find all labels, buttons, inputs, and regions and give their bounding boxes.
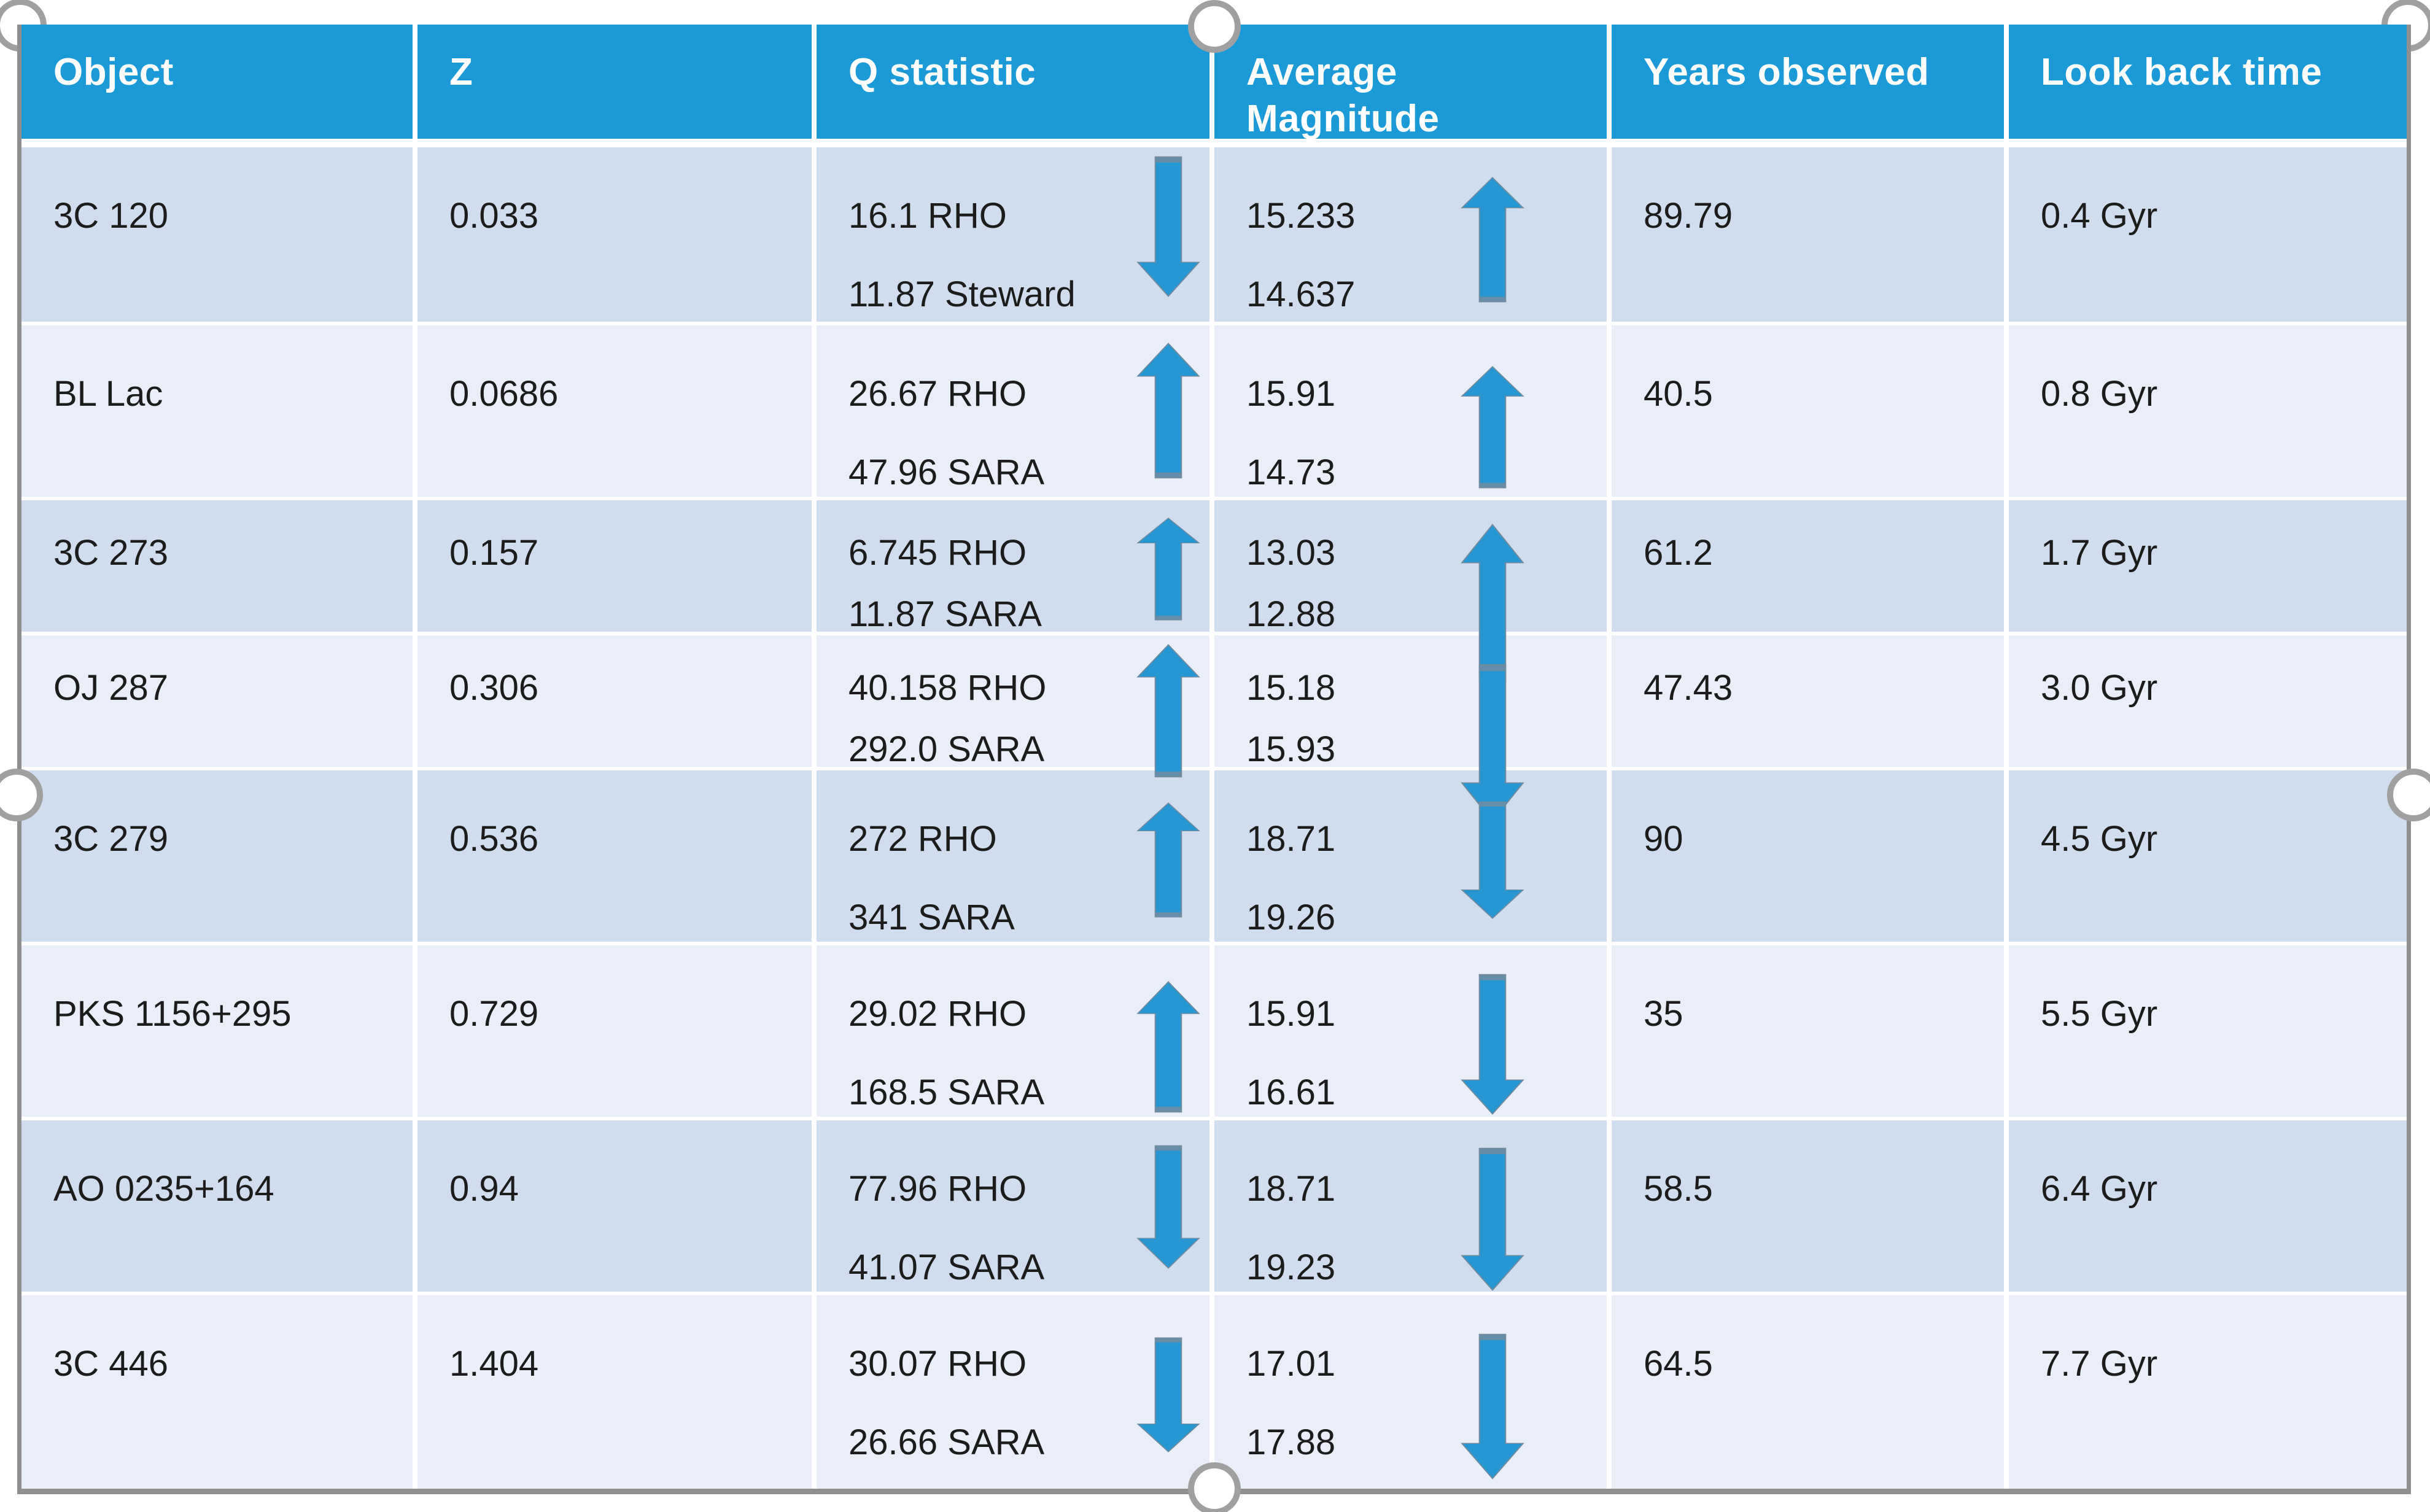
z-cell: 0.0686 [417,325,817,512]
look-back-time-cell: 1.7 Gyr [2041,533,2158,573]
avg-magnitude-cell: 15.18 15.93 [1214,635,1612,822]
resize-handle-bottom-center[interactable] [1188,1462,1241,1512]
resize-handle-right-middle[interactable] [2387,769,2430,821]
years-observed-cell: 47.43 [1612,635,2009,780]
down-arrow-icon [1461,974,1524,1115]
years-observed-cell: 58.5 [1612,1120,2009,1307]
z-cell: 0.306 [417,635,817,780]
object-cell: 3C 279 [21,770,417,957]
avg-magnitude-cell: 15.91 14.73 [1214,325,1612,512]
down-arrow-icon [1136,156,1200,297]
look-back-time-cell: 0.8 Gyr [2041,374,2158,414]
up-arrow-icon [1461,177,1524,303]
q-statistic-cell: 272 RHO 341 SARA [817,770,1214,957]
table-row: AO 0235+164 0.94 77.96 RHO 41.07 SARA 18.… [21,1120,2407,1307]
column-header-avg-magnitude: Average Magnitude [1214,25,1612,142]
z-cell: 0.729 [417,945,817,1132]
down-arrow-icon [1461,1147,1524,1291]
object-cell: PKS 1156+295 [21,945,417,1132]
years-observed-cell: 61.2 [1612,500,2009,645]
object-cell: AO 0235+164 [21,1120,417,1307]
table-row: BL Lac 0.0686 26.67 RHO 47.96 SARA 15.91 1… [21,325,2407,512]
avg-magnitude-cell: 18.71 19.23 [1214,1120,1612,1307]
object-cell: BL Lac [21,325,417,512]
column-header-z: Z [417,25,817,142]
q-statistic-cell: 77.96 RHO 41.07 SARA [817,1120,1214,1307]
up-arrow-icon [1136,802,1200,918]
look-back-time-cell: 6.4 Gyr [2041,1169,2158,1209]
up-arrow-icon [1136,644,1200,778]
z-cell: 0.536 [417,770,817,957]
down-arrow-icon [1461,801,1524,919]
column-header-object: Object [21,25,417,142]
q-statistic-cell: 6.745 RHO 11.87 SARA [817,500,1214,645]
q-statistic-cell: 30.07 RHO 26.66 SARA [817,1295,1214,1489]
avg-magnitude-cell: 15.91 16.61 [1214,945,1612,1132]
table-row: 3C 279 0.536 272 RHO 341 SARA 18.71 19.26 … [21,770,2407,957]
object-cell: 3C 446 [21,1295,417,1489]
z-cell: 0.94 [417,1120,817,1307]
look-back-time-cell: 3.0 Gyr [2041,668,2158,708]
years-observed-cell: 40.5 [1612,325,2009,512]
down-arrow-icon [1136,1145,1200,1269]
avg-magnitude-cell: 13.03 12.88 [1214,500,1612,682]
table-row: 3C 120 0.033 16.1 RHO 11.87 Steward 15.23… [21,147,2407,334]
resize-handle-top-center[interactable] [1188,0,1241,53]
years-observed-cell: 35 [1612,945,2009,1132]
avg-magnitude-cell: 17.01 17.88 [1214,1295,1612,1489]
years-observed-cell: 90 [1612,770,2009,957]
look-back-time-cell: 7.7 Gyr [2041,1344,2158,1384]
avg-magnitude-cell: 18.71 19.26 [1214,770,1612,957]
object-cell: OJ 287 [21,635,417,780]
down-arrow-icon [1461,664,1524,822]
years-observed-cell: 89.79 [1612,147,2009,334]
q-statistic-cell: 26.67 RHO 47.96 SARA [817,325,1214,512]
up-arrow-icon [1461,366,1524,489]
column-header-years-observed: Years observed [1612,25,2009,142]
object-cell: 3C 120 [21,147,417,334]
down-arrow-icon [1136,1337,1200,1452]
up-arrow-icon [1136,981,1200,1113]
down-arrow-icon [1461,1333,1524,1479]
years-observed-cell: 64.5 [1612,1295,2009,1489]
table-row: OJ 287 0.306 40.158 RHO 292.0 SARA 15.18 1… [21,635,2407,822]
table-header-row: Object Z Q statistic Average Magnitude Y… [21,25,2407,147]
table-row: 3C 446 1.404 30.07 RHO 26.66 SARA 17.01 17… [21,1295,2407,1489]
resize-handle-left-middle[interactable] [0,769,43,821]
avg-magnitude-cell: 15.233 14.637 [1214,147,1612,334]
up-arrow-icon [1136,343,1200,479]
q-statistic-cell: 29.02 RHO 168.5 SARA [817,945,1214,1132]
z-cell: 1.404 [417,1295,817,1489]
table-row: PKS 1156+295 0.729 29.02 RHO 168.5 SARA 1… [21,945,2407,1132]
column-header-q-statistic: Q statistic [817,25,1214,142]
data-table[interactable]: Object Z Q statistic Average Magnitude Y… [17,25,2411,1494]
table-row: 3C 273 0.157 6.745 RHO 11.87 SARA 13.03 12… [21,500,2407,682]
q-statistic-cell: 40.158 RHO 292.0 SARA [817,635,1214,780]
look-back-time-cell: 4.5 Gyr [2041,819,2158,859]
up-arrow-icon [1461,524,1524,682]
look-back-time-cell: 0.4 Gyr [2041,196,2158,236]
up-arrow-icon [1136,518,1200,621]
z-cell: 0.157 [417,500,817,645]
column-header-look-back-time: Look back time [2041,51,2323,93]
q-statistic-cell: 16.1 RHO 11.87 Steward [817,147,1214,334]
z-cell: 0.033 [417,147,817,334]
object-cell: 3C 273 [21,500,417,645]
look-back-time-cell: 5.5 Gyr [2041,994,2158,1034]
